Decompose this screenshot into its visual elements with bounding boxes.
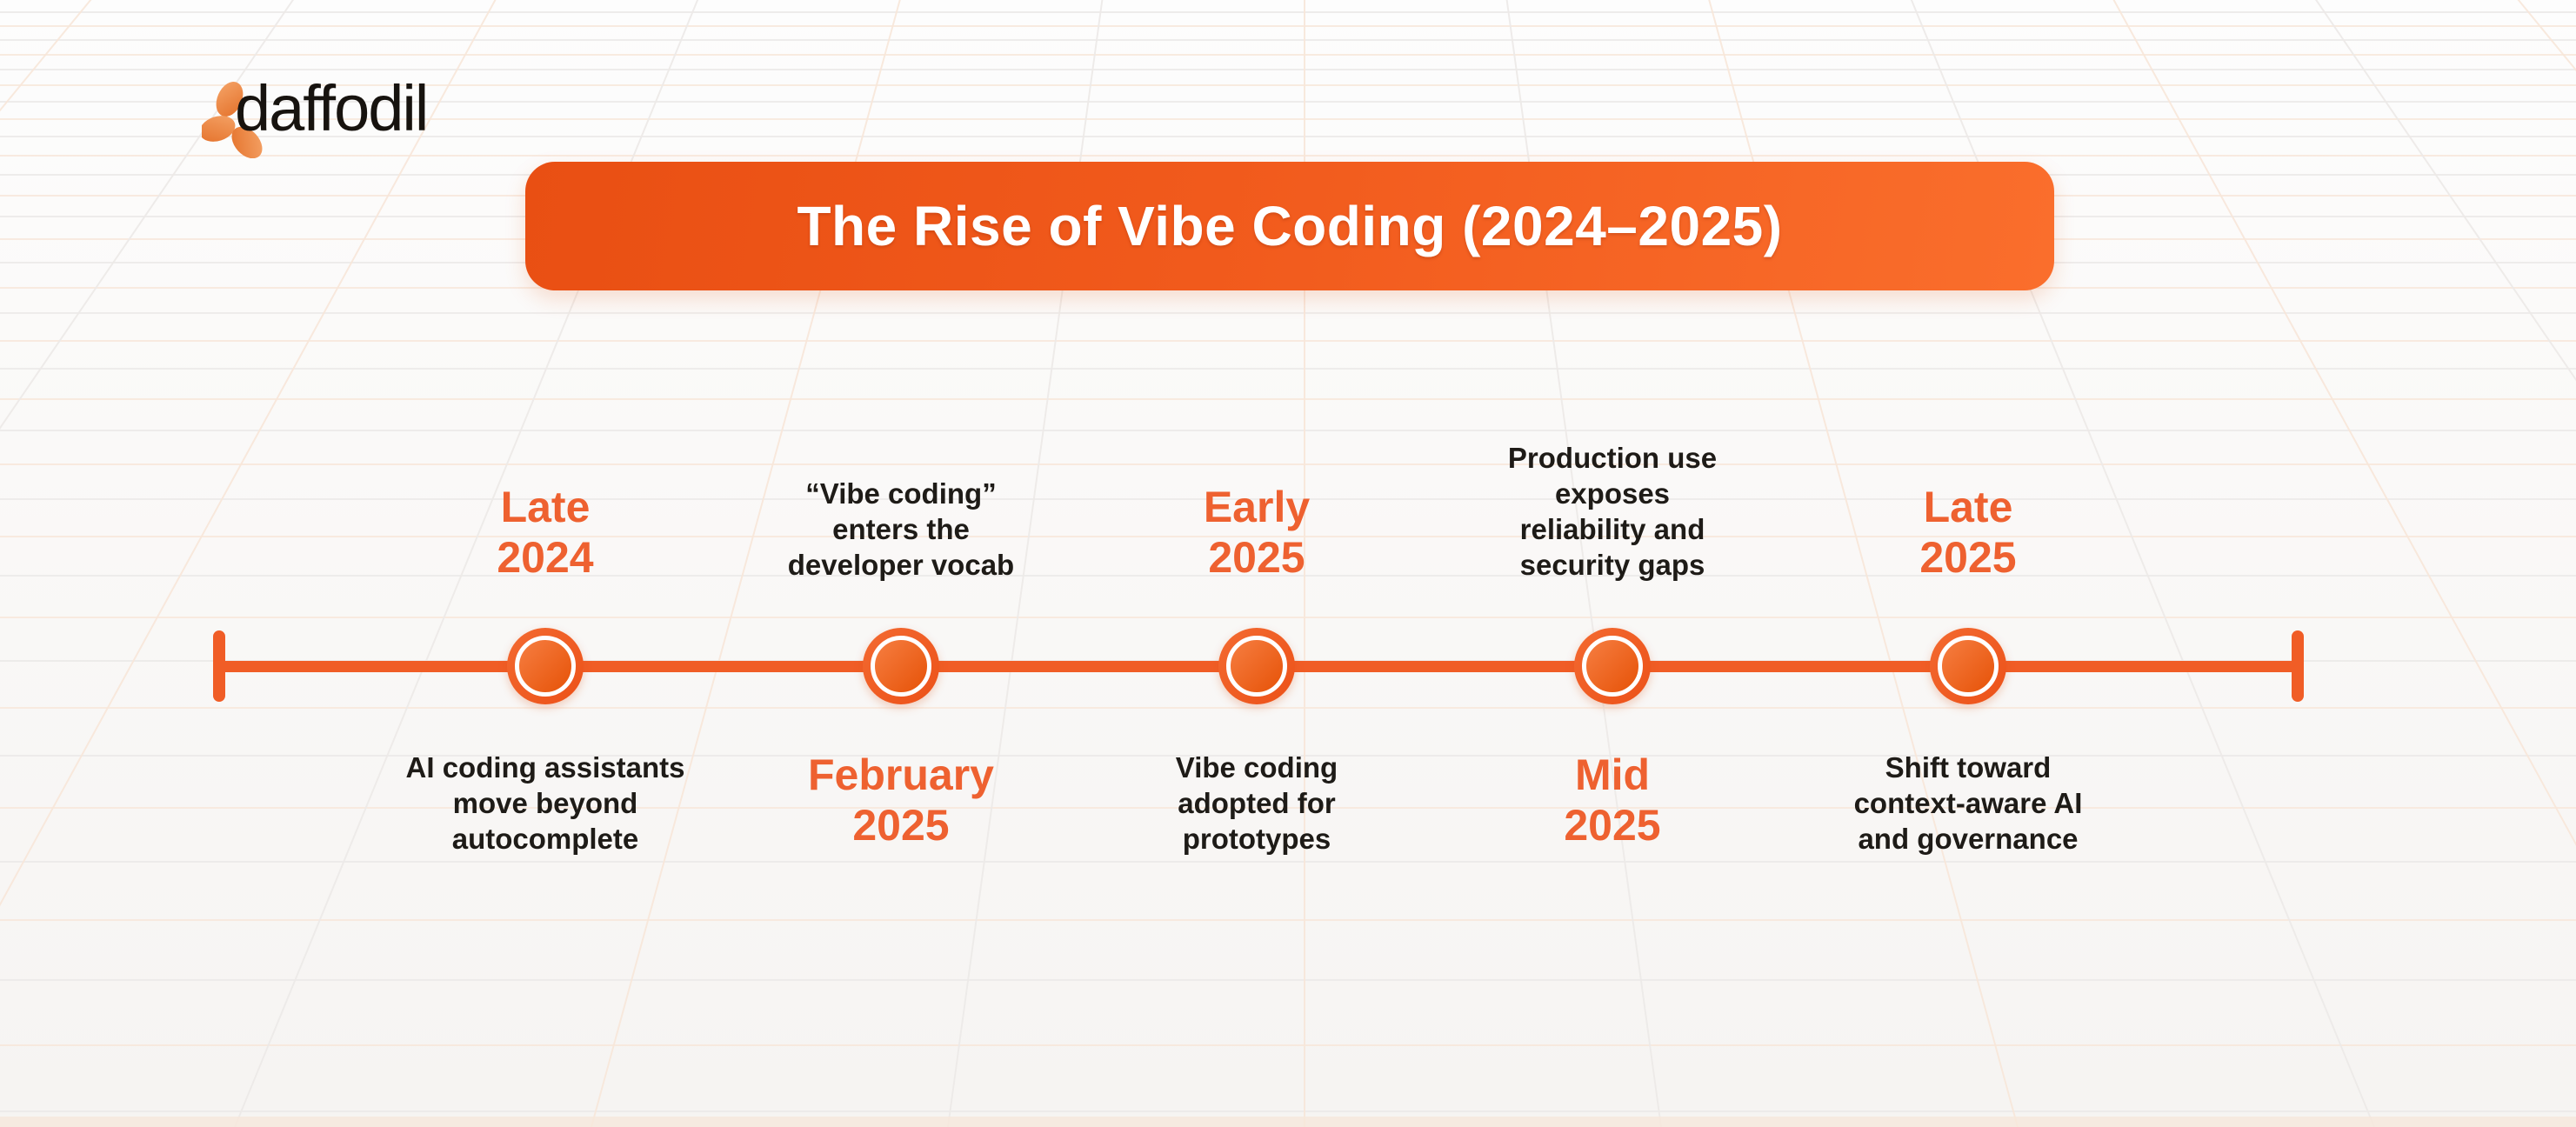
daffodil-flower-icon (202, 81, 263, 158)
milestone-event-label: Shift toward context-aware AI and govern… (1853, 751, 2083, 855)
milestone-3-above: Early 2025 (1070, 428, 1444, 583)
milestone-event-label: AI coding assistants move beyond autocom… (405, 751, 685, 855)
timeline-endcap-right (2292, 630, 2304, 702)
milestone-period-label: Mid 2025 (1564, 750, 1661, 850)
milestone-4-below: Mid 2025 (1425, 750, 1799, 906)
timeline-node-5 (1930, 628, 2006, 704)
timeline-endcap-left (213, 630, 225, 702)
milestone-5-above: Late 2025 (1781, 428, 2155, 583)
timeline-node-4 (1574, 628, 1651, 704)
milestone-event-label: Production use exposes reliability and s… (1507, 442, 1718, 581)
timeline-node-core (871, 636, 931, 697)
page-title: The Rise of Vibe Coding (2024–2025) (797, 195, 1783, 257)
milestone-4-above: Production use exposes reliability and s… (1425, 428, 1799, 583)
timeline-node-core (1582, 636, 1643, 697)
milestone-period-label: Late 2024 (497, 483, 594, 582)
milestone-5-below: Shift toward context-aware AI and govern… (1781, 750, 2155, 906)
brand-wordmark: daffodil (235, 72, 429, 144)
milestone-2-above: “Vibe coding” enters the developer vocab (714, 428, 1088, 583)
milestone-2-below: February 2025 (714, 750, 1088, 906)
title-banner: The Rise of Vibe Coding (2024–2025) (525, 162, 2054, 290)
milestone-period-label: February 2025 (808, 750, 994, 850)
daffodil-logo: daffodil (198, 71, 477, 167)
timeline-node-1 (507, 628, 584, 704)
milestone-period-label: Early 2025 (1203, 483, 1311, 582)
milestone-3-below: Vibe coding adopted for prototypes (1070, 750, 1444, 906)
timeline-node-core (1226, 636, 1287, 697)
timeline-node-2 (863, 628, 939, 704)
milestone-event-label: Vibe coding adopted for prototypes (1175, 751, 1338, 855)
milestone-event-label: “Vibe coding” enters the developer vocab (787, 477, 1015, 581)
timeline-node-core (1938, 636, 1999, 697)
milestone-period-label: Late 2025 (1919, 483, 2017, 582)
timeline-node-3 (1218, 628, 1295, 704)
milestone-1-below: AI coding assistants move beyond autocom… (358, 750, 732, 906)
timeline-node-core (515, 636, 576, 697)
milestone-1-above: Late 2024 (358, 428, 732, 583)
